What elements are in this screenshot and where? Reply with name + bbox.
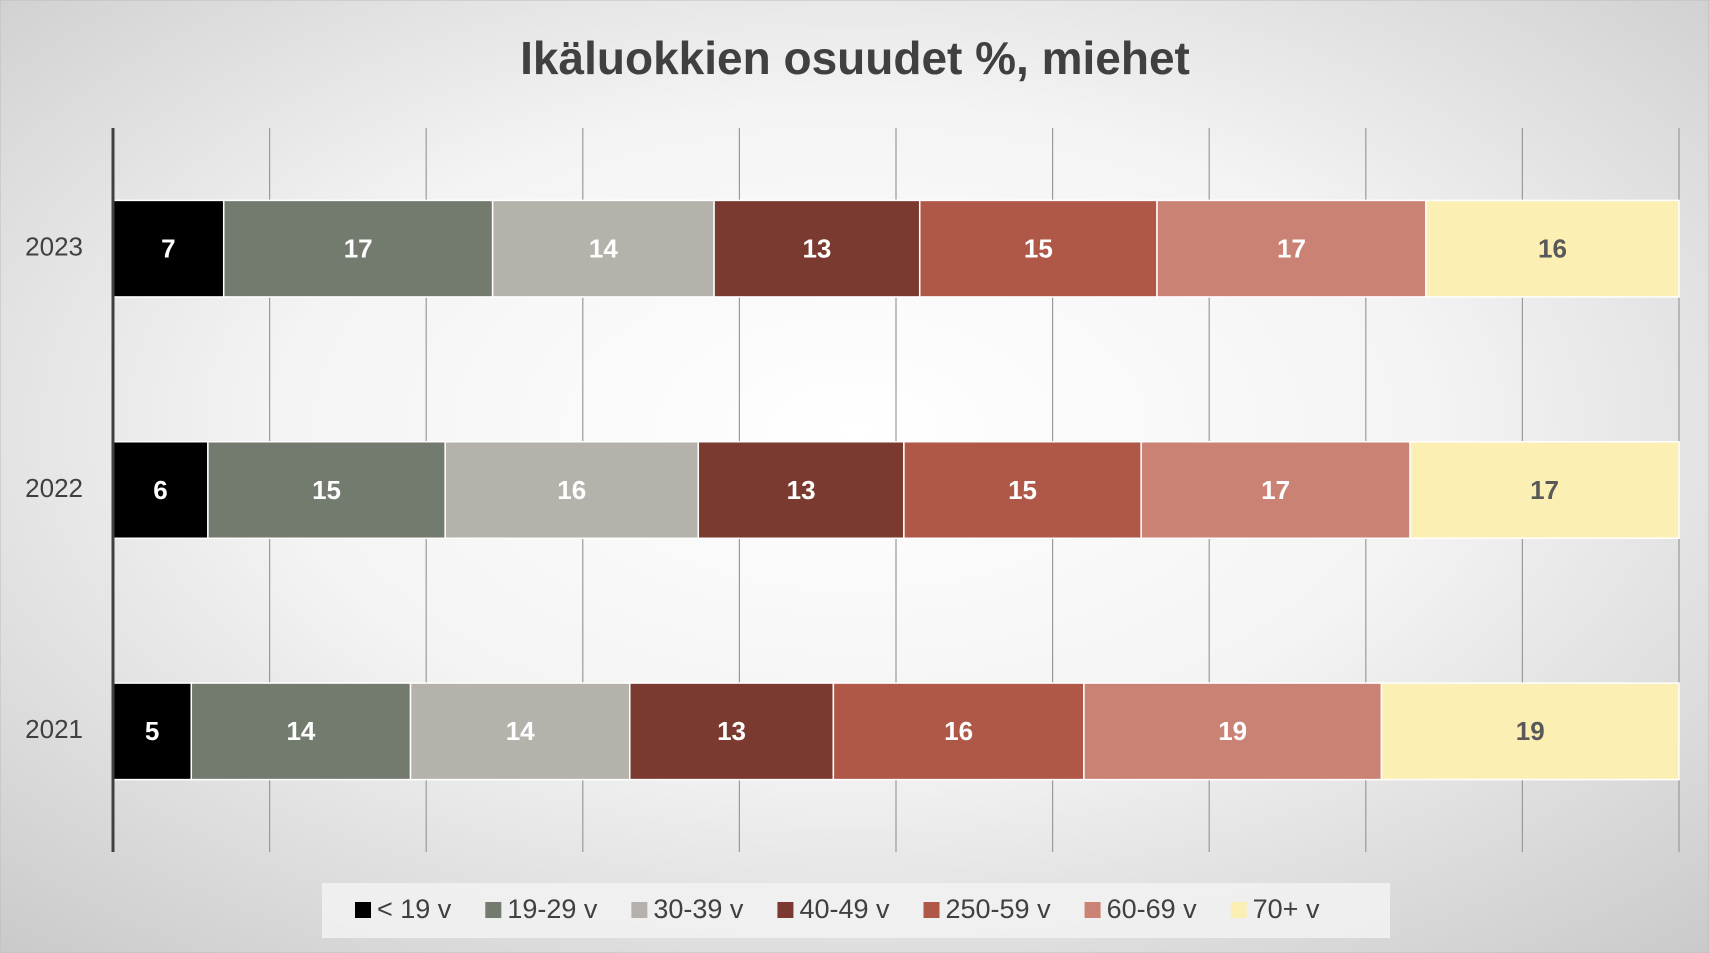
data-label: 7 <box>161 234 175 264</box>
legend-swatch <box>1230 902 1247 918</box>
data-label: 6 <box>153 475 167 505</box>
legend-swatch <box>777 902 794 918</box>
bar-segment <box>918 199 1158 298</box>
data-label: 17 <box>1530 475 1559 505</box>
data-label: 15 <box>1008 475 1037 505</box>
data-label: 13 <box>717 716 746 746</box>
bar-segment <box>903 440 1142 540</box>
legend-swatch <box>923 902 940 918</box>
data-label: 13 <box>802 234 831 264</box>
bar-segment <box>1140 440 1411 540</box>
y-tick-label: 2022 <box>25 473 83 503</box>
bar-segment <box>1409 440 1680 540</box>
data-label: 16 <box>557 475 586 505</box>
legend-label: 19-29 v <box>507 894 598 924</box>
legend-label: 250-59 v <box>946 894 1052 924</box>
bar-segment <box>1083 682 1383 781</box>
chart-title: Ikäluokkien osuudet %, miehet <box>520 32 1190 84</box>
bar-segment <box>1380 682 1680 781</box>
bar-segment <box>629 682 835 781</box>
data-label: 16 <box>1538 234 1567 264</box>
data-label: 14 <box>589 234 618 264</box>
legend-swatch <box>1084 902 1101 918</box>
bar-segment <box>112 440 209 540</box>
bar-segment <box>190 682 412 781</box>
data-label: 17 <box>344 234 373 264</box>
data-label: 16 <box>944 716 973 746</box>
bar-segment <box>112 682 193 781</box>
bar-segment <box>491 199 715 298</box>
legend-label: 40-49 v <box>799 894 890 924</box>
data-label: 13 <box>787 475 816 505</box>
data-label: 14 <box>506 716 535 746</box>
legend-label: 30-39 v <box>653 894 744 924</box>
bars: 7 17 14 13 15 17 16 6 15 16 13 15 17 17 5 14 14 13 16 19 19 <box>112 199 1680 781</box>
data-label: 17 <box>1261 475 1290 505</box>
legend-swatch <box>631 902 648 918</box>
data-label: 15 <box>1024 234 1053 264</box>
bar-segment <box>409 682 631 781</box>
legend-label: < 19 v <box>377 894 452 924</box>
bar-segment <box>1425 199 1680 298</box>
data-label: 19 <box>1516 716 1545 746</box>
legend-label: 70+ v <box>1253 894 1320 924</box>
legend-swatch <box>485 902 502 918</box>
bar-segment <box>207 440 446 540</box>
data-label: 19 <box>1218 716 1247 746</box>
legend-swatch <box>355 902 371 918</box>
data-label: 5 <box>145 716 159 746</box>
bar-segment <box>697 440 905 540</box>
y-tick-label: 2023 <box>25 232 83 262</box>
data-label: 15 <box>312 475 341 505</box>
y-tick-label: 2021 <box>25 714 83 744</box>
legend-label: 60-69 v <box>1107 894 1198 924</box>
bar-segment <box>832 682 1085 781</box>
data-label: 17 <box>1277 234 1306 264</box>
data-label: 14 <box>286 716 315 746</box>
legend: < 19 v 19-29 v 30-39 v 40-49 v 250-59 v 60-69… <box>355 894 1320 924</box>
bar-segment <box>444 440 700 540</box>
bar-segment <box>1156 199 1427 298</box>
